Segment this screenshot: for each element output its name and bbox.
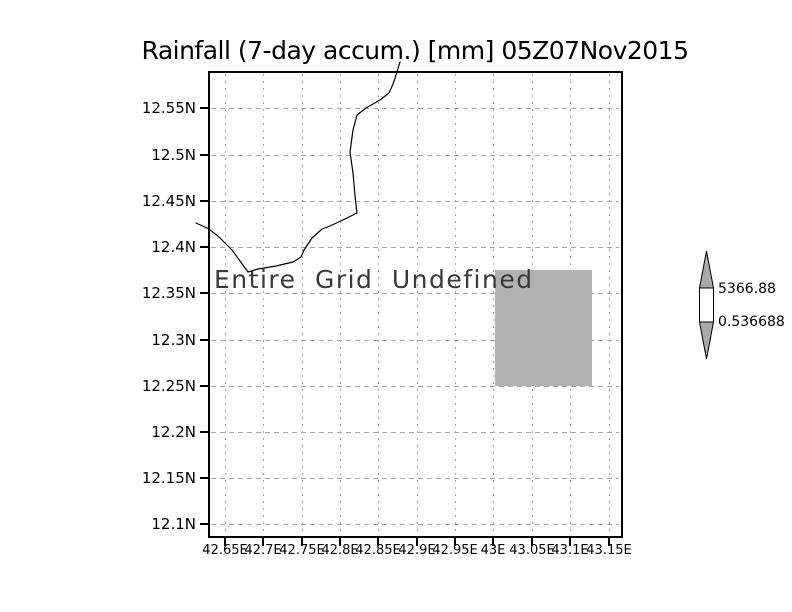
lon-tick-mark [569, 537, 571, 546]
lon-tick-label: 43.15E [586, 543, 632, 558]
lon-tick-mark [339, 537, 341, 546]
lon-tick-label: 42.75E [279, 543, 325, 558]
lat-tick-mark [200, 385, 209, 387]
lon-tick-mark [224, 537, 226, 546]
lon-tick-label: 42.95E [432, 543, 478, 558]
shaded-data-cell [495, 270, 592, 386]
h-gridline [211, 432, 619, 433]
lon-tick-mark [531, 537, 533, 546]
lon-tick-mark [454, 537, 456, 546]
lat-tick-mark [200, 523, 209, 525]
plot-title: Rainfall (7-day accum.) [mm] 05Z07Nov201… [141, 36, 689, 65]
colorbar-lower-triangle [698, 321, 715, 360]
v-gridline [609, 74, 610, 534]
v-gridline [378, 74, 379, 534]
lon-tick-label: 42.8E [321, 543, 359, 558]
v-gridline [455, 74, 456, 534]
lat-tick-label: 12.15N [141, 469, 196, 487]
lon-tick-mark [262, 537, 264, 546]
lat-tick-label: 12.45N [141, 192, 196, 210]
lon-tick-label: 42.85E [355, 543, 401, 558]
lon-tick-label: 43.1E [551, 543, 589, 558]
colorbar-upper-triangle [698, 250, 715, 289]
v-gridline [340, 74, 341, 534]
h-gridline [211, 293, 619, 294]
lat-tick-label: 12.55N [141, 99, 196, 117]
v-gridline [493, 74, 494, 534]
lat-tick-mark [200, 431, 209, 433]
lat-tick-mark [200, 339, 209, 341]
colorbar-max-label: 5366.88 [718, 281, 776, 297]
colorbar [698, 250, 715, 360]
lat-tick-mark [200, 292, 209, 294]
lon-tick-mark [416, 537, 418, 546]
undefined-message: Entire Grid Undefined [214, 265, 534, 294]
h-gridline [211, 108, 619, 109]
lat-tick-label: 12.25N [141, 377, 196, 395]
h-gridline [211, 201, 619, 202]
lon-tick-label: 42.65E [202, 543, 248, 558]
lat-tick-label: 12.5N [151, 146, 196, 164]
lon-tick-mark [608, 537, 610, 546]
lon-tick-label: 43E [480, 543, 506, 558]
lon-tick-label: 42.7E [244, 543, 282, 558]
lat-tick-label: 12.2N [151, 423, 196, 441]
lon-tick-mark [377, 537, 379, 546]
lon-tick-mark [301, 537, 303, 546]
lat-tick-label: 12.1N [151, 515, 196, 533]
h-gridline [211, 478, 619, 479]
v-gridline [225, 74, 226, 534]
v-gridline [263, 74, 264, 534]
h-gridline [211, 386, 619, 387]
lon-tick-mark [492, 537, 494, 546]
lat-tick-label: 12.35N [141, 284, 196, 302]
colorbar-box [699, 287, 714, 323]
h-gridline [211, 340, 619, 341]
h-gridline [211, 247, 619, 248]
lon-tick-label: 42.9E [398, 543, 436, 558]
lat-tick-label: 12.3N [151, 331, 196, 349]
map-frame [208, 71, 623, 538]
v-gridline [417, 74, 418, 534]
v-gridline [302, 74, 303, 534]
lat-tick-label: 12.4N [151, 238, 196, 256]
lat-tick-mark [200, 477, 209, 479]
h-gridline [211, 524, 619, 525]
h-gridline [211, 155, 619, 156]
colorbar-min-label: 0.536688 [718, 314, 785, 330]
lon-tick-label: 43.05E [509, 543, 555, 558]
